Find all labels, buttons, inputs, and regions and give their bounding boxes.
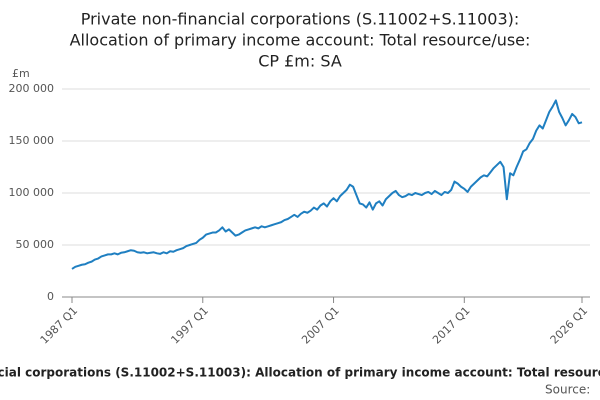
x-tick-label: 2026 Q1: [548, 304, 591, 347]
x-tick-label: 2017 Q1: [430, 304, 473, 347]
footer-title: Private non-financial corporations (S.11…: [0, 366, 600, 380]
x-tick-label: 2007 Q1: [299, 304, 342, 347]
x-tick-label: 1987 Q1: [38, 304, 81, 347]
y-axis-label: £m: [12, 67, 30, 80]
chart-title: Private non-financial corporations (S.11…: [81, 10, 520, 29]
y-tick-label: 100 000: [9, 186, 55, 199]
y-tick-label: 0: [47, 290, 54, 303]
chart-title: CP £m: SA: [258, 52, 342, 71]
x-tick-label: 1997 Q1: [168, 304, 211, 347]
y-tick-label: 150 000: [9, 134, 55, 147]
source: Source:: [545, 383, 590, 397]
chart-title: Allocation of primary income account: To…: [70, 31, 531, 50]
y-tick-label: 200 000: [9, 82, 55, 95]
y-tick-label: 50 000: [16, 238, 55, 251]
line-series: [71, 99, 583, 270]
